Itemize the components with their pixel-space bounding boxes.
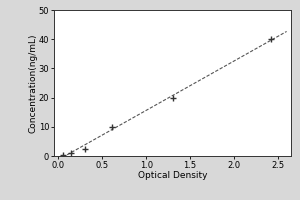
X-axis label: Optical Density: Optical Density [138,171,207,180]
Y-axis label: Concentration(ng/mL): Concentration(ng/mL) [28,33,37,133]
